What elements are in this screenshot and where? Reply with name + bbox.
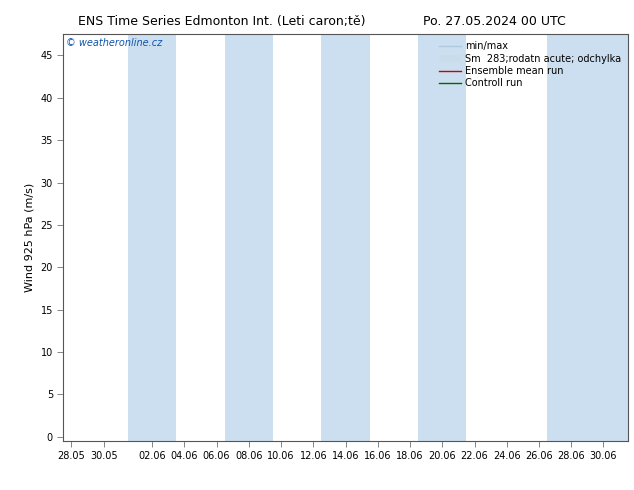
Bar: [321, 34, 370, 441]
Text: ENS Time Series Edmonton Int. (Leti caron;tě): ENS Time Series Edmonton Int. (Leti caro…: [78, 15, 366, 28]
Bar: [547, 34, 628, 441]
Bar: [128, 34, 176, 441]
Bar: [418, 34, 467, 441]
Legend: min/max, Sm  283;rodatn acute; odchylka, Ensemble mean run, Controll run: min/max, Sm 283;rodatn acute; odchylka, …: [437, 39, 623, 90]
Text: Po. 27.05.2024 00 UTC: Po. 27.05.2024 00 UTC: [423, 15, 566, 28]
Y-axis label: Wind 925 hPa (m/s): Wind 925 hPa (m/s): [25, 183, 35, 292]
Text: © weatheronline.cz: © weatheronline.cz: [66, 38, 162, 49]
Bar: [224, 34, 273, 441]
